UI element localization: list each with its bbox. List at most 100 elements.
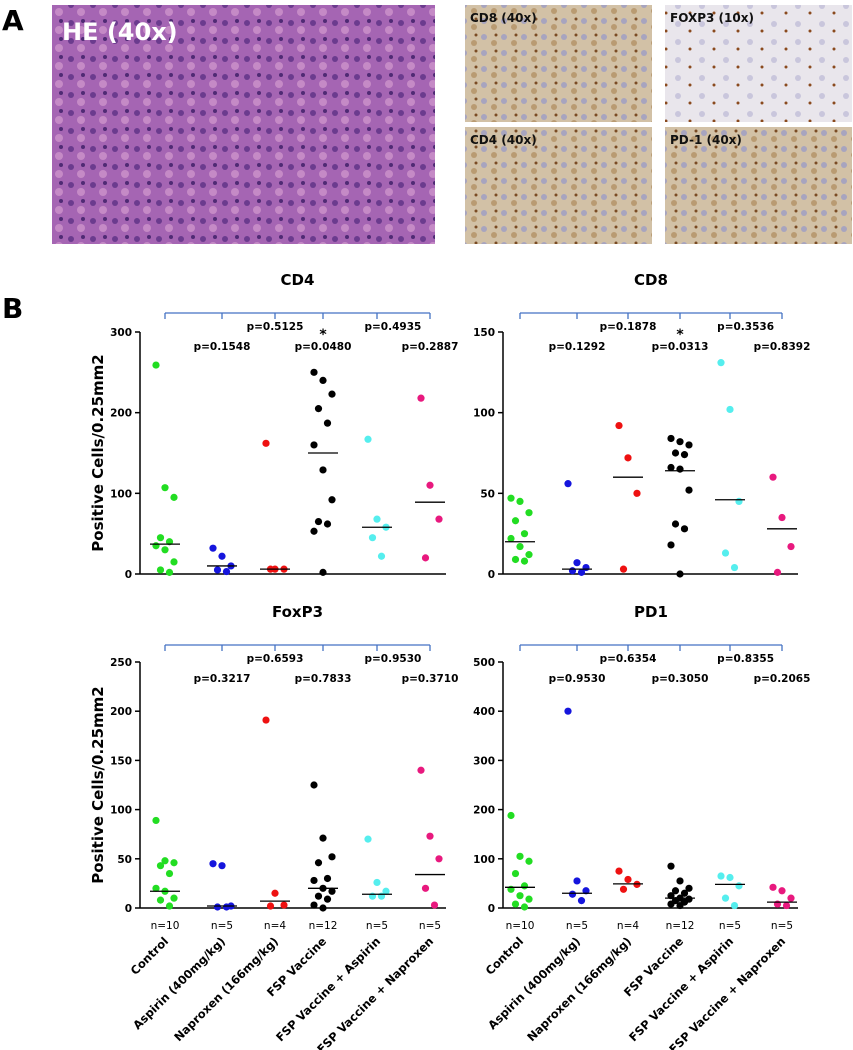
data-point [685,884,693,892]
data-point [735,497,743,505]
y-tick-label: 300 [473,755,495,767]
p-value: p=0.0480 [295,341,352,353]
data-point [667,892,675,900]
n-label: n=10 [151,920,180,932]
y-axis-label: Positive Cells/0.25mm2 [89,686,107,883]
y-tick-label: 50 [480,488,495,500]
data-point [511,869,520,878]
data-point [577,568,586,576]
data-point [314,859,323,867]
chart-title: CD8 [634,271,668,289]
data-point [213,903,222,911]
data-point [170,493,178,501]
data-point [323,419,332,427]
data-point [314,892,323,900]
y-tick-label: 100 [110,488,132,500]
p-value: p=0.3217 [194,673,251,685]
data-point [721,894,730,902]
data-point [680,889,689,897]
y-tick-label: 100 [110,805,132,817]
data-point [310,901,318,909]
data-point [615,867,623,875]
data-point [717,872,725,880]
data-point [328,496,336,504]
significance: * [676,327,684,343]
data-point [426,481,434,489]
data-point [170,558,178,566]
image-label: FOXP3 (10x) [670,11,754,25]
data-point [633,489,641,497]
data-point [209,544,217,552]
y-tick-label: 200 [110,408,132,420]
data-point [520,903,529,911]
data-point [161,546,169,554]
data-point [525,857,533,865]
y-axis-label: Positive Cells/0.25mm2 [89,354,107,551]
y-tick-label: 0 [125,569,132,581]
data-point [573,559,581,567]
data-point [368,534,377,542]
x-tick-label: FSP Vaccine + Aspirin [626,934,736,1044]
data-point [511,900,520,908]
data-point [314,405,323,413]
data-point [266,902,275,910]
p-value: p=0.9530 [364,653,421,665]
data-point [319,466,327,474]
data-point [573,877,581,885]
p-value: p=0.8355 [717,653,774,665]
p-value: p=0.4935 [364,321,421,333]
data-point [310,368,318,376]
data-point [726,405,734,414]
data-point [516,497,524,505]
he-image [52,5,435,244]
chart-title: PD1 [634,603,668,621]
data-point [152,884,160,892]
data-point [525,551,533,559]
data-point [511,517,520,525]
data-point [525,895,533,903]
data-point [165,869,174,878]
data-point [507,494,515,502]
data-point [787,894,795,902]
data-point [525,509,533,517]
y-tick-label: 400 [473,706,495,718]
data-point [170,859,178,867]
data-point [323,520,332,528]
data-point [156,534,165,542]
data-point [726,873,734,882]
p-value: p=0.1548 [194,341,251,353]
data-point [685,441,693,449]
x-tick-label: Control [483,934,527,978]
chart-title: CD4 [281,271,315,289]
n-label: n=5 [366,920,388,932]
image-label: HE (40x) [62,18,178,46]
data-point [156,566,165,574]
data-point [787,542,795,551]
data-point [773,568,782,576]
data-point [769,883,777,891]
y-tick-label: 250 [110,657,132,669]
data-point [222,903,231,911]
data-point [619,565,628,573]
data-point [577,897,586,905]
p-value: p=0.2887 [402,341,459,353]
n-label: n=5 [419,920,441,932]
x-tick-label: Aspirin (400mg/kg) [485,934,583,1032]
data-point [152,542,160,550]
data-point [271,889,279,897]
data-point [619,885,628,893]
p-value: p=0.3536 [717,321,774,333]
x-tick-label: Naproxen (166mg/kg) [524,934,634,1044]
cd8-image [465,5,652,122]
y-tick-label: 200 [110,706,132,718]
n-label: n=12 [309,920,338,932]
y-tick-label: 0 [488,903,495,915]
data-point [435,855,443,863]
data-point [314,517,323,526]
y-tick-label: 200 [473,805,495,817]
data-point [516,852,524,860]
data-point [624,875,632,884]
panel-label: A [2,4,24,37]
p-value: p=0.0313 [652,341,709,353]
